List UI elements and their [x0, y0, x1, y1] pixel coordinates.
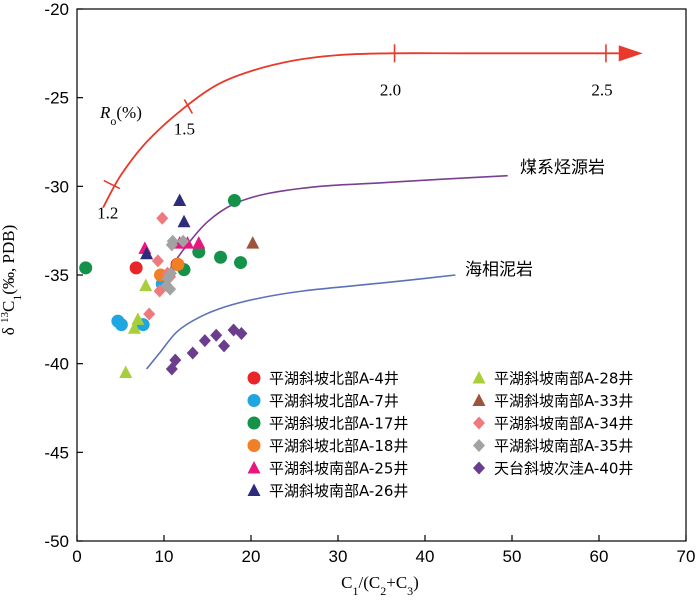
- data-point: [119, 365, 133, 379]
- data-point: [246, 236, 260, 249]
- data-point: [235, 327, 248, 341]
- data-point: [114, 318, 128, 332]
- legend-label: 平湖斜坡北部A-4井: [269, 370, 399, 388]
- legend-label: 平湖斜坡南部A-35井: [494, 437, 633, 455]
- y-tick-label: -30: [44, 177, 69, 196]
- data-point: [177, 214, 191, 228]
- y-tick-label: -25: [44, 89, 69, 108]
- data-point: [177, 234, 190, 248]
- legend-label: 平湖斜坡北部A-17井: [269, 415, 408, 433]
- data-point: [227, 194, 241, 208]
- ro-maturity-curve: [102, 52, 621, 209]
- data-point: [166, 234, 179, 248]
- x-tick-label: 40: [416, 547, 435, 566]
- y-tick-label: -35: [44, 266, 69, 285]
- legend-label: 平湖斜坡南部A-33井: [494, 392, 633, 410]
- legend-marker: [473, 416, 485, 430]
- legend-marker: [472, 393, 486, 406]
- ro-tick-label: 1.5: [174, 120, 195, 139]
- data-point: [171, 257, 185, 271]
- legend-marker: [247, 371, 261, 385]
- legend-label: 平湖斜坡南部A-28井: [494, 370, 633, 388]
- ro-label: Ro(%): [99, 103, 142, 128]
- ro-curve-arrowhead: [618, 45, 643, 62]
- x-tick-label: 50: [503, 547, 522, 566]
- data-point: [218, 339, 231, 353]
- x-tick-label: 30: [329, 547, 348, 566]
- marine-mudstone-curve: [145, 274, 456, 370]
- data-point: [198, 334, 211, 348]
- data-point: [140, 246, 154, 260]
- data-point: [169, 353, 182, 367]
- y-axis-title: δ 13C1(‰, PDB): [0, 225, 24, 336]
- x-tick-label: 10: [155, 547, 174, 566]
- data-point: [192, 245, 206, 259]
- reference-curves: 1.2 1.5 2.0 2.5: [97, 44, 643, 370]
- legend-label: 平湖斜坡南部A-25井: [269, 460, 408, 478]
- data-point: [210, 328, 223, 342]
- legend-marker: [247, 439, 261, 452]
- legend-marker: [473, 439, 485, 452]
- legend-label: 平湖斜坡南部A-26井: [269, 482, 408, 500]
- legend-label: 平湖斜坡北部A-18井: [269, 437, 408, 455]
- data-point: [192, 236, 206, 249]
- y-tick-label: -40: [44, 355, 69, 374]
- data-point: [186, 346, 199, 360]
- data-point: [164, 282, 177, 296]
- marine-mudstone-curve-label: 海相泥岩: [465, 260, 533, 280]
- y-tick-label: -45: [44, 443, 69, 462]
- legend-marker: [247, 483, 261, 496]
- data-point: [143, 307, 156, 321]
- y-tick-label: -50: [44, 532, 69, 551]
- legend-label: 天台斜坡次洼A-40井: [494, 460, 633, 478]
- data-points: [79, 193, 260, 379]
- data-point: [164, 266, 177, 280]
- data-point: [129, 261, 143, 275]
- legend-label: 平湖斜坡北部A-7井: [269, 392, 399, 410]
- ro-tick-label: 2.0: [380, 80, 401, 99]
- x-tick-label: 0: [72, 547, 81, 566]
- legend-marker: [247, 416, 261, 430]
- data-point: [131, 312, 145, 325]
- legend-marker: [247, 461, 261, 474]
- ro-tick-label: 2.5: [591, 80, 612, 99]
- ro-tick-mark: [103, 179, 121, 190]
- y-tick-label: -20: [44, 0, 69, 19]
- data-point: [139, 278, 153, 292]
- data-point: [156, 211, 169, 225]
- legend: 平湖斜坡北部A-4井平湖斜坡北部A-7井平湖斜坡北部A-17井平湖斜坡北部A-1…: [247, 370, 633, 500]
- coal-source-rock-curve-label: 煤系烃源岩: [520, 158, 605, 178]
- x-tick-label: 60: [590, 547, 609, 566]
- x-tick-label: 20: [242, 547, 261, 566]
- data-point: [173, 193, 187, 207]
- legend-label: 平湖斜坡南部A-34井: [494, 415, 633, 433]
- legend-marker: [472, 371, 486, 384]
- data-point: [234, 256, 248, 270]
- legend-marker: [247, 394, 261, 407]
- data-point: [127, 321, 141, 334]
- data-point: [151, 254, 164, 268]
- ro-tick-label: 1.2: [97, 204, 118, 223]
- axes: 0 10 20 30 40 50 60 70 -20 -25 -30 -35 -40 -45 -50: [44, 0, 695, 566]
- data-point: [214, 250, 228, 264]
- x-tick-label: 70: [677, 547, 696, 566]
- data-point: [79, 261, 93, 275]
- ro-tick-mark: [183, 99, 194, 114]
- legend-marker: [473, 461, 485, 475]
- x-axis-title: C1/(C2+C3): [341, 573, 419, 598]
